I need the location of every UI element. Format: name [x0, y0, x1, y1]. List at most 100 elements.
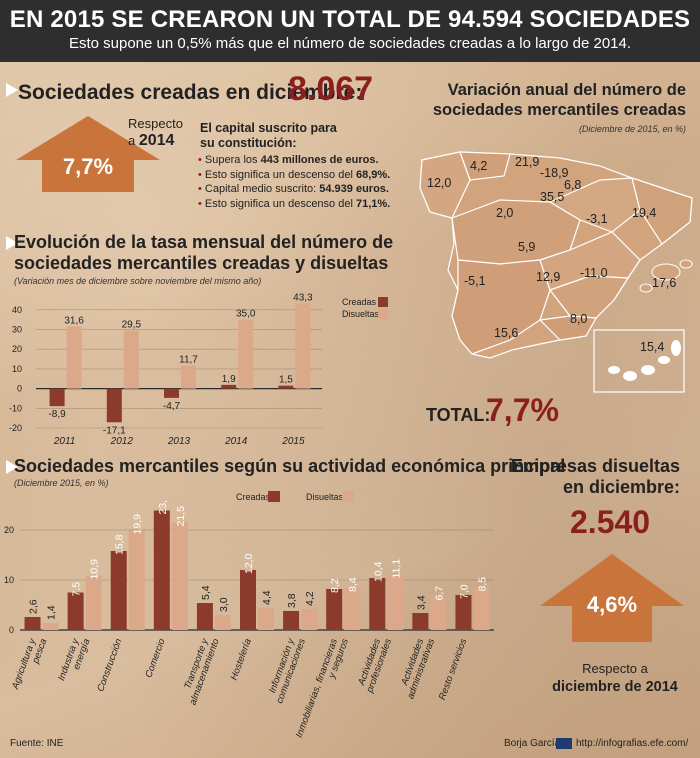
section-marker-icon [6, 460, 18, 474]
legend-item-creadas: Creadas [342, 296, 388, 308]
section-marker-icon [6, 236, 18, 250]
footer-url-link[interactable]: http://infografias.efe.com/ [576, 738, 689, 749]
legend-swatch [268, 491, 280, 502]
bar-value-label: 15,8 [114, 534, 126, 555]
bar-disueltas [85, 575, 102, 630]
peninsula-shape [419, 151, 693, 359]
respecto-label: Respecto [128, 116, 183, 131]
bar-value-label: 35,0 [236, 309, 256, 320]
bar-creadas [412, 613, 429, 630]
map-label: 4,2 [470, 159, 488, 173]
map-label: 5,9 [518, 240, 536, 254]
map-label: 12,0 [427, 176, 452, 190]
bar-value-label: 5,4 [200, 585, 212, 600]
bar-creadas [67, 592, 84, 630]
bar-value-label: 7,0 [458, 584, 470, 599]
balearic-islands [639, 259, 693, 293]
bar-value-label: 21,5 [175, 506, 187, 527]
capital-bullets: • Supera los 443 millones de euros. • Es… [198, 153, 390, 211]
bar-value-label: 8,5 [476, 577, 488, 592]
footer-author: Borja García [504, 738, 561, 749]
map-label: 6,8 [564, 178, 582, 192]
x-tick-label: 2012 [110, 436, 134, 447]
bar-disueltas [42, 623, 59, 630]
legend-swatch [342, 491, 354, 502]
bar-disueltas [214, 615, 231, 630]
bar-disueltas [181, 365, 196, 389]
monthly-chart-note: (Variación mes de diciembre sobre noviem… [14, 276, 262, 286]
y-tick-label: 0 [9, 625, 14, 635]
bar-disueltas [128, 530, 145, 630]
bar-disueltas [295, 303, 311, 389]
spain-map [419, 151, 693, 393]
december-value: 8.067 [288, 70, 374, 108]
bar-value-label: 3,4 [415, 595, 427, 610]
y-tick-label: 10 [4, 575, 14, 585]
bar-value-label: 8,4 [347, 577, 359, 592]
bar-value-label: 8,2 [329, 578, 341, 593]
map-total-value: 7,7% [486, 392, 559, 428]
bar-value-label: 1,9 [222, 374, 236, 385]
efe-logo-icon [556, 738, 572, 749]
monthly-legend: Creadas Disueltas [342, 296, 388, 320]
bar-value-label: 1,4 [46, 605, 58, 620]
bar-value-label: 4,4 [261, 590, 273, 605]
bar-creadas [49, 388, 65, 407]
y-tick-label: 30 [12, 325, 22, 335]
map-label: 15,6 [494, 326, 519, 340]
bar-creadas [283, 611, 300, 630]
respecto-year: 2014 [138, 132, 175, 149]
map-label: 19,4 [632, 206, 657, 220]
legend-swatch [378, 297, 388, 307]
bar-value-label: 7,5 [71, 582, 83, 597]
bar-creadas [455, 595, 472, 630]
capital-title-line2: su constitución: [200, 136, 297, 150]
legend-item-disueltas: Disueltas [342, 308, 388, 320]
map-label: 35,5 [540, 190, 565, 204]
section-marker-icon [6, 83, 18, 97]
bar-value-label: 12,0 [243, 553, 255, 574]
canary-islands [593, 329, 685, 393]
y-tick-label: 20 [4, 525, 14, 535]
map-labels: 12,0 4,2 21,9 -18,9 6,8 35,5 2,0 -3,1 19… [400, 140, 700, 400]
legend-swatch [378, 309, 388, 319]
bar-value-label: 10,4 [372, 561, 384, 582]
monthly-chart-title: Evolución de la tasa mensual del número … [14, 232, 393, 274]
x-tick-label: Resto servicios [437, 637, 469, 702]
bar-creadas [278, 385, 294, 389]
map-label: 8,0 [570, 312, 588, 326]
y-tick-label: 10 [12, 364, 22, 374]
disueltas-value: 2.540 [570, 504, 651, 540]
page-subtitle: Esto supone un 0,5% más que el número de… [68, 35, 632, 52]
bar-value-label: 29,5 [122, 320, 142, 331]
map-note: (Diciembre de 2015, en %) [578, 124, 686, 134]
capital-title-line1: El capital suscrito para [200, 121, 337, 135]
respecto-a-label: a 2014 [128, 132, 174, 150]
bar-creadas [369, 578, 386, 630]
activity-chart-note: (Diciembre 2015, en %) [14, 478, 109, 488]
december-arrow-value: 7,7% [62, 154, 114, 179]
bar-disueltas [387, 574, 404, 630]
capital-bullet: • Esto significa un descenso del 68,9%. [198, 168, 391, 181]
map-title-line2: sociedades mercantiles creadas [432, 101, 686, 119]
bar-value-label: 31,6 [64, 315, 84, 326]
bar-creadas [106, 388, 122, 423]
bar-disueltas [473, 587, 490, 630]
bar-creadas [110, 551, 127, 630]
bar-value-label: 4,2 [304, 591, 316, 606]
up-arrow-icon [540, 554, 684, 642]
bar-value-label: 3,8 [286, 593, 298, 608]
bar-value-label: 2,6 [28, 599, 40, 614]
monthly-chart: 40 30 20 10 0 -10 -20 -8,9 31,6 2011 -17,1 29,5 2012… [9, 292, 322, 447]
map-total-label: TOTAL: [426, 405, 491, 425]
bar-value-label: -17,1 [103, 425, 126, 436]
december-title: Sociedades creadas en diciembre: [18, 81, 363, 104]
bar-creadas [153, 510, 170, 630]
y-tick-label: 40 [12, 305, 22, 315]
bar-value-label: 43,3 [293, 292, 313, 303]
page-title: EN 2015 SE CREARON UN TOTAL DE 94.594 SO… [9, 6, 691, 33]
map-title: Variación anual del número de sociedades… [416, 80, 686, 120]
y-tick-label: 0 [17, 384, 22, 394]
x-tick-label: 2015 [281, 436, 305, 447]
